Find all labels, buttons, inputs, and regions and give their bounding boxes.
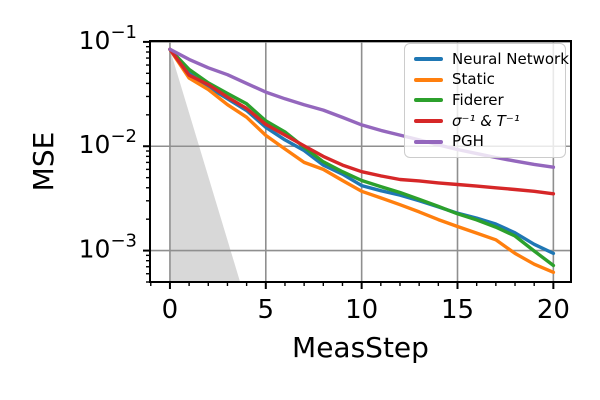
- x-tick-label-5: 5: [258, 295, 275, 325]
- legend-swatch-pgh: [414, 139, 443, 144]
- legend-label-static: Static: [452, 70, 495, 89]
- legend-item-pgh: PGH: [414, 133, 561, 151]
- plot-border: [149, 40, 572, 283]
- legend-item-static: Static: [414, 71, 561, 89]
- series-line-fiderer: [168, 47, 556, 268]
- series-line-static: [168, 47, 556, 274]
- x-tick-label-0: 0: [162, 295, 179, 325]
- legend-label-pgh: PGH: [452, 132, 484, 151]
- legend-swatch-sigma-inv-and-t-inv: [414, 119, 443, 124]
- legend-swatch-neural-network: [414, 57, 443, 62]
- y-tick-label-10−1: 10−1: [79, 22, 137, 55]
- shaded-wedge: [169, 49, 241, 282]
- x-tick-label-15: 15: [441, 295, 474, 325]
- legend-swatch-static: [414, 77, 443, 82]
- x-tick-label-20: 20: [537, 295, 570, 325]
- y-axis-label: MSE: [27, 132, 60, 192]
- legend-item-neural-network: Neural Network: [414, 50, 569, 68]
- x-axis-label: MeasStep: [292, 331, 429, 364]
- series-line-sigma-inv-and-t-inv: [168, 47, 556, 196]
- legend-item-sigma-inv-and-t-inv: σ⁻¹ & T⁻¹: [414, 112, 561, 130]
- legend: Neural Network Static Fiderer σ⁻¹ & T⁻¹ …: [404, 43, 569, 158]
- legend-item-fiderer: Fiderer: [414, 91, 561, 109]
- legend-label-sigma-inv-and-t-inv: σ⁻¹ & T⁻¹: [452, 111, 520, 130]
- y-tick-label-10−2: 10−2: [79, 126, 137, 159]
- y-tick-label-10−3: 10−3: [79, 231, 137, 264]
- x-tick-label-10: 10: [345, 295, 378, 325]
- legend-swatch-fiderer: [414, 98, 443, 103]
- legend-label-neural-network: Neural Network: [452, 49, 569, 68]
- legend-label-fiderer: Fiderer: [452, 90, 504, 109]
